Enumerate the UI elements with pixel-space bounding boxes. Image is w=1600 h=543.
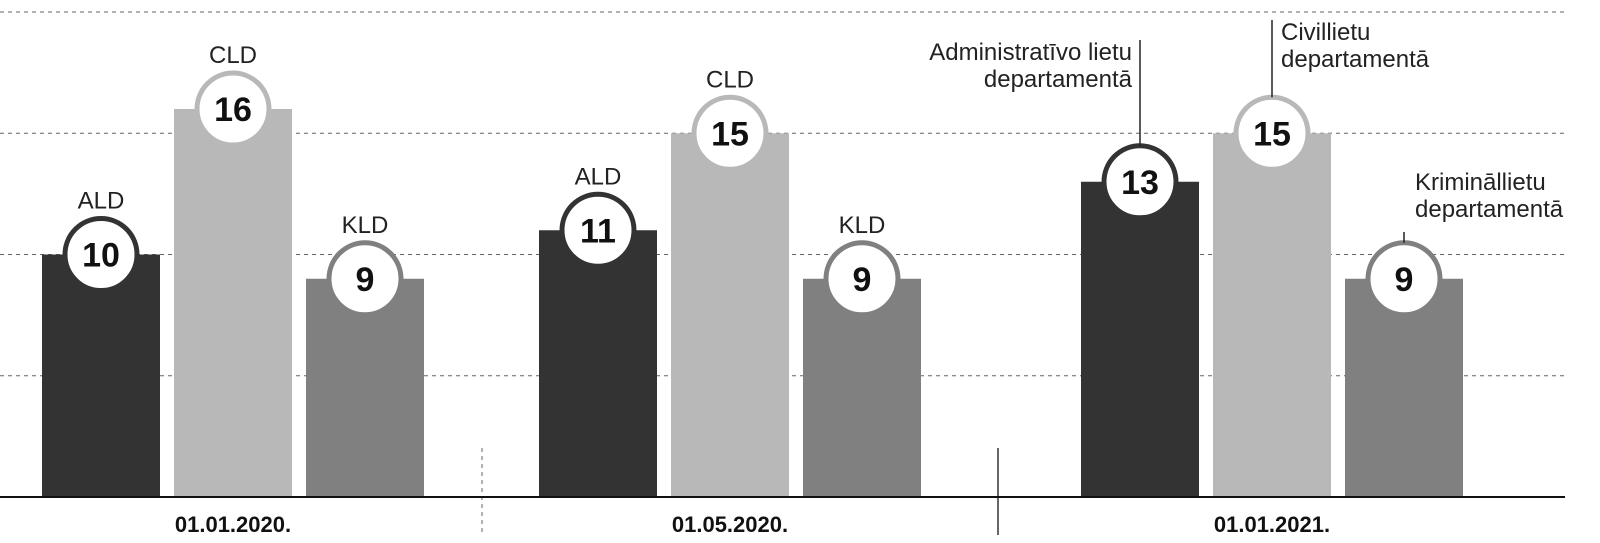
annotation-kld: departamentā (1415, 196, 1564, 223)
bar-cld-3 (1213, 133, 1331, 497)
bar-cld-1 (174, 109, 292, 497)
value-badge (823, 240, 901, 318)
series-label-ald: ALD (78, 188, 125, 215)
annotation-ald: departamentā (984, 66, 1133, 93)
data-label: 16 (214, 91, 252, 129)
data-label: 15 (711, 115, 749, 153)
group-separators (481, 448, 999, 535)
data-label: 13 (1121, 164, 1159, 202)
series-label-ald: ALD (575, 163, 622, 190)
data-label: 9 (853, 261, 872, 299)
x-tick-label: 01.05.2020. (672, 512, 788, 537)
annotation-cld: departamentā (1281, 46, 1430, 73)
annotation-kld: Krimināllietu (1415, 169, 1546, 196)
bar-ald-1 (42, 254, 160, 497)
value-badge (559, 191, 637, 269)
data-label: 10 (82, 237, 120, 275)
series-label-kld: KLD (839, 212, 886, 239)
series-label-cld: CLD (209, 42, 257, 69)
labels: 10 ALD 16 CLD 9 KLD 11 ALD 15 CLD 9 KLD 13 15 9 (62, 42, 1443, 318)
value-badge (194, 70, 272, 148)
value-badge (326, 240, 404, 318)
value-badge (62, 216, 140, 293)
bars (42, 109, 1463, 497)
x-axis: 01.01.2020. 01.05.2020. 01.01.2021. (175, 512, 1330, 537)
annotations: Administratīvo lietudepartamentāCivillie… (929, 19, 1564, 243)
annotation-cld: Civillietu (1281, 19, 1370, 46)
series-label-cld: CLD (706, 66, 754, 93)
annotation-ald: Administratīvo lietu (929, 39, 1132, 66)
data-label: 9 (356, 261, 375, 299)
data-label: 15 (1253, 115, 1291, 153)
data-label: 11 (580, 212, 616, 250)
data-label: 9 (1395, 261, 1414, 299)
x-tick-label: 01.01.2021. (1214, 512, 1330, 537)
series-label-kld: KLD (342, 212, 389, 239)
x-tick-label: 01.01.2020. (175, 512, 291, 537)
bar-ald-3 (1081, 181, 1199, 497)
value-badge (691, 94, 769, 172)
bar-cld-2 (671, 133, 789, 497)
bar-ald-2 (539, 230, 657, 497)
